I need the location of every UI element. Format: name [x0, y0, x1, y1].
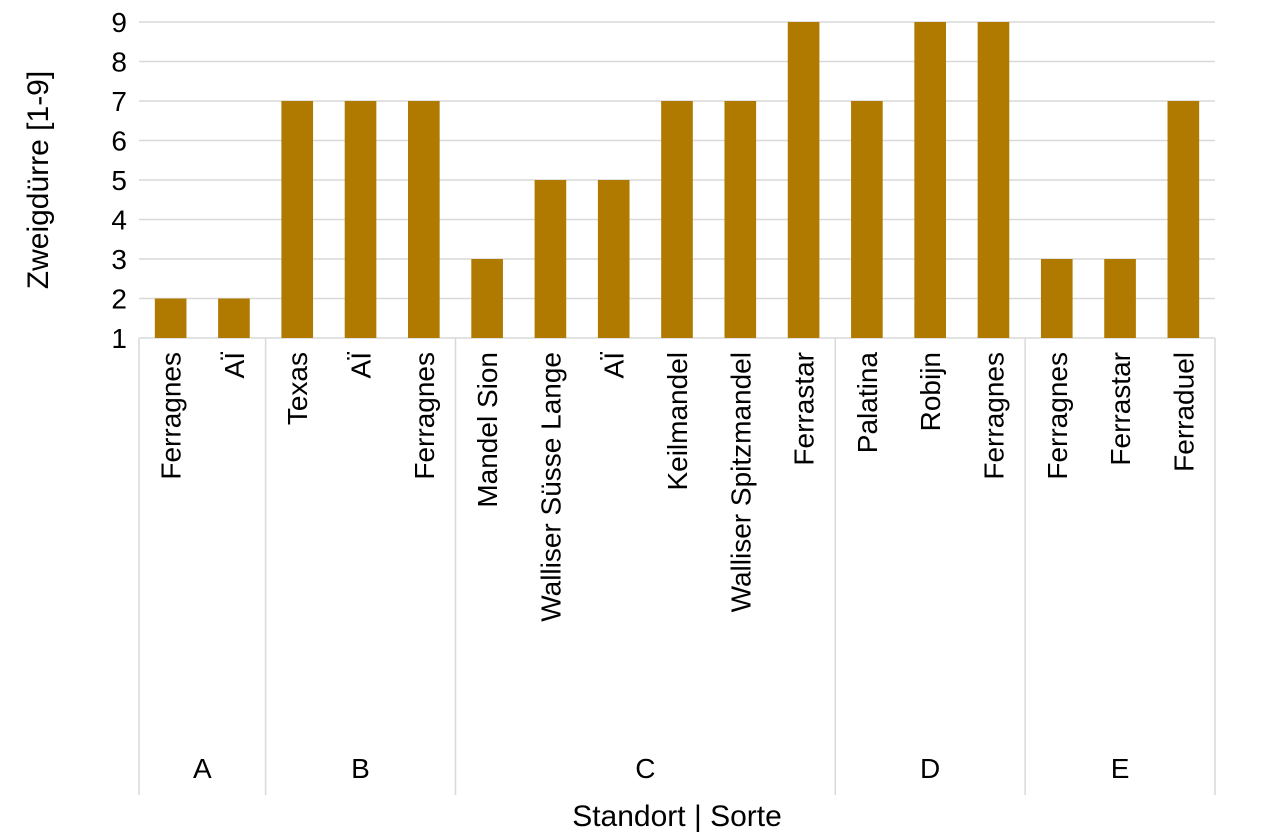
y-tick-label: 8: [111, 47, 127, 78]
x-category-label: Ferraduel: [1168, 352, 1199, 472]
x-category-label: Ferrastar: [789, 352, 820, 466]
bar: [471, 259, 503, 338]
x-category-label: Walliser Süsse Lange: [535, 352, 566, 622]
bar: [1040, 259, 1073, 338]
x-category-label: Ferragnes: [409, 352, 440, 480]
x-category-label: AÏ: [346, 352, 377, 379]
y-tick-label: 5: [111, 165, 127, 196]
x-axis-title: Standort | Sorte: [572, 800, 782, 833]
y-tick-label: 4: [111, 205, 127, 236]
x-category-label: AÏ: [599, 352, 630, 379]
bar: [661, 101, 693, 338]
y-tick-label: 2: [111, 284, 127, 315]
y-tick-label: 7: [111, 86, 127, 117]
bar: [154, 298, 187, 338]
bar: [534, 180, 567, 338]
x-group-label: B: [351, 753, 370, 784]
x-category-label: Walliser Spitzmandel: [725, 352, 756, 612]
bar: [344, 101, 377, 338]
y-axis-ticks: 1 2 3 4 5 6 7 8 9: [111, 7, 127, 354]
y-tick-label: 1: [111, 323, 127, 354]
bar: [977, 22, 1010, 338]
x-category-label: Palatina: [852, 352, 883, 454]
x-group-label: A: [193, 753, 212, 784]
x-axis-groups: A B C D E: [138, 338, 1216, 795]
bar: [281, 101, 314, 338]
bar: [597, 180, 630, 338]
x-category-label: Texas: [282, 352, 313, 425]
bar: [1104, 259, 1136, 338]
bar: [787, 22, 820, 338]
x-category-label: Mandel Sion: [472, 352, 503, 508]
bar: [851, 101, 883, 338]
bar: [1167, 101, 1200, 338]
x-group-label: E: [1111, 753, 1130, 784]
x-category-label: Robijn: [915, 352, 946, 431]
bar: [914, 22, 946, 338]
bars: [154, 22, 1200, 338]
x-category-label: Ferragnes: [1042, 352, 1073, 480]
x-category-label: Ferrastar: [1105, 352, 1136, 466]
x-category-label: AÏ: [219, 352, 250, 379]
x-group-label: D: [920, 753, 940, 784]
bar: [408, 101, 440, 338]
y-axis-title: Zweigdürre [1-9]: [22, 71, 55, 289]
bar: [218, 298, 250, 338]
y-tick-label: 3: [111, 244, 127, 275]
x-axis-categories: Ferragnes AÏ Texas AÏ Ferragnes Mandel Sion Wa…: [156, 352, 1200, 622]
y-tick-label: 9: [111, 7, 127, 38]
x-group-label: C: [635, 753, 655, 784]
bar: [724, 101, 757, 338]
x-category-label: Ferragnes: [978, 352, 1009, 480]
y-tick-label: 6: [111, 126, 127, 157]
x-category-label: Keilmandel: [662, 352, 693, 491]
x-category-label: Ferragnes: [156, 352, 187, 480]
